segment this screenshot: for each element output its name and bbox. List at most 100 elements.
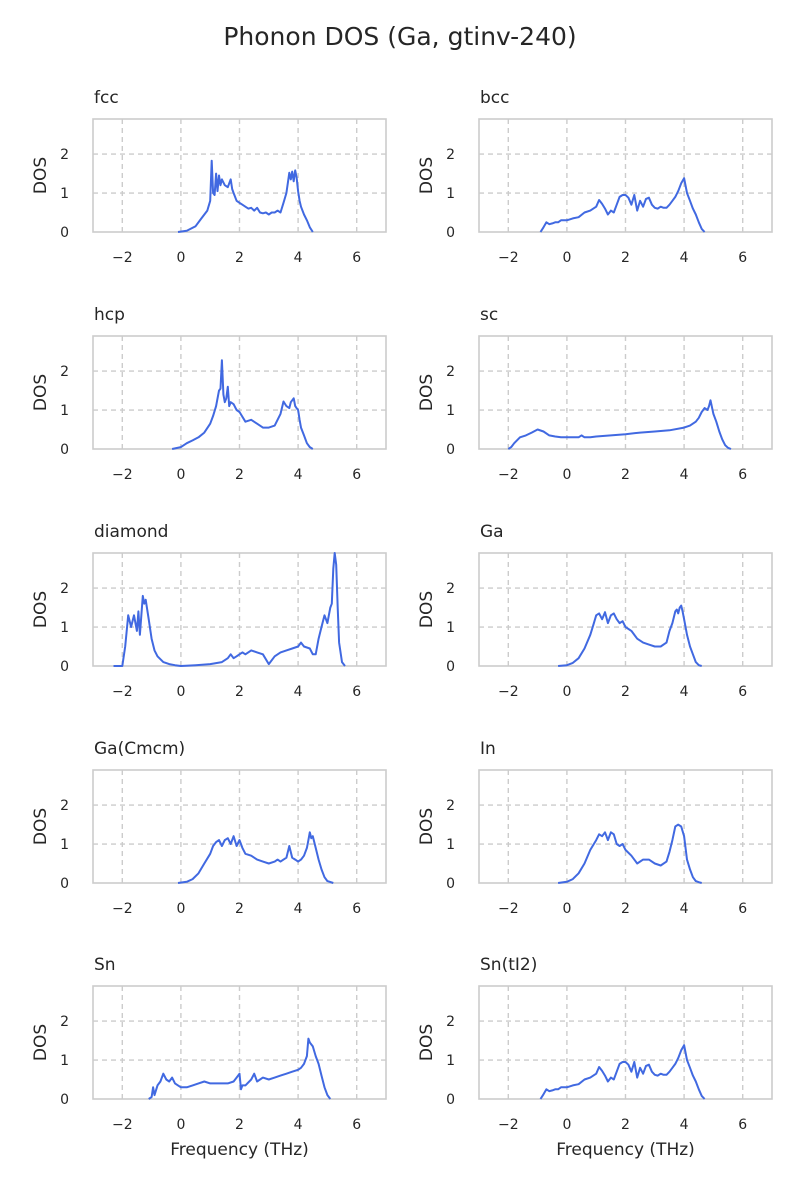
x-tick-label: −2 — [498, 467, 519, 483]
dos-curve — [539, 177, 706, 233]
y-tick-label: 0 — [446, 1092, 455, 1108]
y-axis-label: DOS — [417, 1024, 437, 1061]
y-tick-label: 1 — [60, 837, 69, 853]
panel-title: sc — [480, 305, 498, 325]
panel-title: bcc — [480, 88, 509, 108]
x-tick-label: 4 — [680, 684, 689, 700]
y-tick-label: 2 — [446, 581, 455, 597]
dos-curve — [177, 831, 334, 884]
y-tick-label: 1 — [60, 186, 69, 202]
x-tick-label: 6 — [738, 1117, 747, 1133]
x-tick-label: 4 — [680, 250, 689, 266]
x-tick-label: 0 — [562, 1117, 571, 1133]
y-tick-label: 2 — [60, 581, 69, 597]
panel-title: In — [480, 739, 496, 759]
y-tick-label: 1 — [446, 403, 455, 419]
dos-curve — [539, 1044, 706, 1100]
x-tick-label: 6 — [352, 1117, 361, 1133]
y-tick-label: 0 — [60, 1092, 69, 1108]
y-tick-label: 2 — [446, 364, 455, 380]
dos-curve — [177, 159, 314, 233]
y-axis-label: DOS — [31, 808, 51, 845]
x-tick-label: 0 — [562, 467, 571, 483]
x-tick-label: 6 — [738, 250, 747, 266]
x-tick-label: 2 — [235, 467, 244, 483]
x-tick-label: 6 — [738, 467, 747, 483]
x-tick-label: −2 — [498, 1117, 519, 1133]
panel-title: diamond — [94, 522, 168, 542]
subplot-grid: fcc −2 0 2 4 6 0 1 2 DOS bcc −2 0 2 4 6 0 1 2 DOS hcp −2 0 2 4 6 0… — [31, 88, 773, 1160]
panel-fcc: fcc −2 0 2 4 6 0 1 2 DOS — [31, 88, 387, 266]
y-axis-label: DOS — [417, 157, 437, 194]
x-tick-label: 2 — [621, 684, 630, 700]
y-tick-label: 2 — [446, 147, 455, 163]
y-axis-label: DOS — [417, 374, 437, 411]
x-tick-label: −2 — [112, 684, 133, 700]
x-tick-label: 4 — [294, 467, 303, 483]
x-tick-label: −2 — [112, 1117, 133, 1133]
x-tick-label: −2 — [498, 684, 519, 700]
x-tick-label: 4 — [294, 901, 303, 917]
panel-bcc: bcc −2 0 2 4 6 0 1 2 DOS — [417, 88, 773, 266]
x-tick-label: 0 — [562, 684, 571, 700]
panel-title: Sn — [94, 955, 116, 975]
x-tick-label: 4 — [680, 1117, 689, 1133]
x-axis-label: Frequency (THz) — [556, 1140, 695, 1160]
panel-sn-ti2: Sn(tI2) −2 0 2 4 6 0 1 2 DOS Frequency (THz) — [417, 955, 773, 1160]
x-tick-label: 2 — [621, 1117, 630, 1133]
dos-curve — [148, 1037, 332, 1100]
dos-curve — [171, 359, 314, 450]
panel-title: hcp — [94, 305, 125, 325]
y-axis-label: DOS — [417, 808, 437, 845]
x-tick-label: 4 — [294, 1117, 303, 1133]
dos-curve — [557, 823, 702, 884]
x-tick-label: 2 — [621, 250, 630, 266]
y-tick-label: 0 — [446, 225, 455, 241]
dos-curve — [507, 399, 732, 450]
x-tick-label: 6 — [738, 684, 747, 700]
x-tick-label: 4 — [294, 684, 303, 700]
y-tick-label: 0 — [446, 876, 455, 892]
y-axis-label: DOS — [31, 1024, 51, 1061]
x-tick-label: 0 — [176, 467, 185, 483]
x-tick-label: −2 — [112, 250, 133, 266]
x-tick-label: 4 — [294, 250, 303, 266]
dos-curve — [113, 552, 346, 667]
y-tick-label: 0 — [446, 442, 455, 458]
x-tick-label: 2 — [235, 684, 244, 700]
x-tick-label: 0 — [176, 901, 185, 917]
x-tick-label: 6 — [352, 684, 361, 700]
x-tick-label: 0 — [562, 901, 571, 917]
panel-ga: Ga −2 0 2 4 6 0 1 2 DOS — [417, 522, 773, 700]
y-tick-label: 1 — [60, 620, 69, 636]
x-tick-label: 0 — [176, 684, 185, 700]
y-axis-label: DOS — [31, 591, 51, 628]
y-tick-label: 0 — [60, 876, 69, 892]
x-tick-label: 4 — [680, 467, 689, 483]
x-tick-label: 6 — [738, 901, 747, 917]
y-axis-label: DOS — [417, 591, 437, 628]
panel-hcp: hcp −2 0 2 4 6 0 1 2 DOS — [31, 305, 387, 483]
figure-title: Phonon DOS (Ga, gtinv-240) — [223, 22, 576, 51]
x-tick-label: 2 — [621, 901, 630, 917]
x-tick-label: 2 — [235, 901, 244, 917]
x-tick-label: 0 — [176, 250, 185, 266]
x-tick-label: 0 — [562, 250, 571, 266]
y-tick-label: 2 — [446, 798, 455, 814]
x-tick-label: 6 — [352, 250, 361, 266]
panel-sn: Sn −2 0 2 4 6 0 1 2 DOS Frequency (THz) — [31, 955, 387, 1160]
panel-sc: sc −2 0 2 4 6 0 1 2 DOS — [417, 305, 773, 483]
panel-diamond: diamond −2 0 2 4 6 0 1 2 DOS — [31, 522, 387, 700]
x-axis-label: Frequency (THz) — [170, 1140, 309, 1160]
y-tick-label: 0 — [60, 659, 69, 675]
panel-title: Ga(Cmcm) — [94, 739, 185, 759]
x-tick-label: 2 — [235, 250, 244, 266]
panel-in: In −2 0 2 4 6 0 1 2 DOS — [417, 739, 773, 917]
y-tick-label: 1 — [446, 837, 455, 853]
panel-title: fcc — [94, 88, 119, 108]
y-tick-label: 1 — [60, 1053, 69, 1069]
y-axis-label: DOS — [31, 374, 51, 411]
y-tick-label: 2 — [60, 364, 69, 380]
x-tick-label: −2 — [498, 250, 519, 266]
